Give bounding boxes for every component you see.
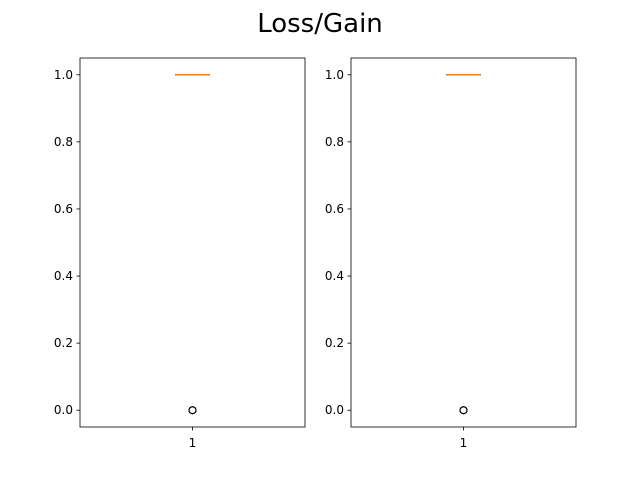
- y-tick-label: 0.2: [54, 336, 73, 350]
- y-tick-label: 0.4: [325, 269, 344, 283]
- subplot-left: 0.0 0.2 0.4 0.6 0.8 1.0 1: [54, 57, 306, 450]
- x-tick-label: 1: [189, 436, 197, 450]
- outlier-point: [188, 406, 197, 415]
- x-tick-label: 1: [460, 436, 468, 450]
- y-tick-label: 0.4: [54, 269, 73, 283]
- y-tick-label: 0.2: [325, 336, 344, 350]
- subplot-right: 0.0 0.2 0.4 0.6 0.8 1.0 1: [325, 57, 577, 450]
- axes-frame: [350, 57, 577, 428]
- figure-title: Loss/Gain: [257, 9, 383, 39]
- y-tick-label: 1.0: [325, 68, 344, 82]
- y-tick-label: 0.8: [54, 135, 73, 149]
- y-tick-label: 0.8: [325, 135, 344, 149]
- axes-frame: [79, 57, 306, 428]
- outlier-point: [459, 406, 468, 415]
- y-tick-label: 0.0: [325, 403, 344, 417]
- y-tick-label: 1.0: [54, 68, 73, 82]
- y-tick-label: 0.0: [54, 403, 73, 417]
- y-tick-label: 0.6: [325, 202, 344, 216]
- y-tick-label: 0.6: [54, 202, 73, 216]
